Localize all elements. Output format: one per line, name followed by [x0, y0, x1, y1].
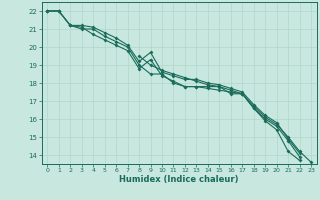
X-axis label: Humidex (Indice chaleur): Humidex (Indice chaleur)	[119, 175, 239, 184]
